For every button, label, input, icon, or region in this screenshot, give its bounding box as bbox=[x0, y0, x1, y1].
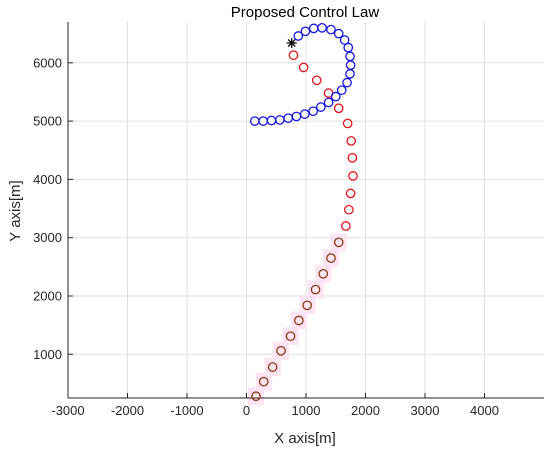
trail-patch bbox=[299, 296, 316, 315]
x-tick-label: 0 bbox=[243, 403, 250, 418]
y-tick-label: 4000 bbox=[33, 172, 62, 187]
data-point bbox=[326, 253, 336, 263]
data-point bbox=[342, 118, 353, 129]
data-point bbox=[285, 331, 296, 342]
trail-patch bbox=[273, 341, 290, 360]
data-point bbox=[276, 345, 286, 356]
data-point bbox=[308, 23, 319, 34]
data-point bbox=[345, 188, 356, 199]
x-tick-label: 2000 bbox=[351, 403, 380, 418]
data-point bbox=[333, 103, 344, 114]
y-tick-label: 3000 bbox=[33, 230, 62, 245]
data-point bbox=[317, 22, 327, 33]
trail-shading bbox=[248, 233, 347, 406]
grid bbox=[67, 22, 544, 398]
chart-title: Proposed Control Law bbox=[231, 4, 380, 21]
x-tick-label: 1000 bbox=[292, 403, 321, 418]
data-point bbox=[267, 362, 278, 372]
x-tick-label: 3000 bbox=[411, 403, 440, 418]
data-point bbox=[345, 51, 355, 62]
start-marker bbox=[286, 37, 297, 48]
data-point bbox=[346, 136, 357, 146]
data-point bbox=[345, 69, 355, 79]
y-tick-label: 6000 bbox=[33, 55, 62, 70]
data-point bbox=[339, 35, 350, 45]
x-axis-title: X axis[m] bbox=[274, 430, 336, 447]
data-point bbox=[348, 171, 358, 181]
trail-patch bbox=[307, 280, 324, 299]
y-axis-title: Y axis[m] bbox=[7, 180, 24, 241]
trail-patch bbox=[315, 264, 332, 283]
data-points bbox=[249, 22, 358, 402]
x-tick-label: -1000 bbox=[170, 403, 203, 418]
data-point bbox=[293, 31, 304, 41]
trail-patch bbox=[322, 249, 339, 268]
data-point bbox=[310, 284, 321, 295]
data-point bbox=[326, 24, 336, 35]
trail-patch bbox=[248, 387, 265, 406]
trail-patch bbox=[282, 327, 299, 346]
data-point bbox=[336, 85, 347, 96]
trail-patch bbox=[330, 233, 347, 252]
data-point bbox=[294, 315, 304, 326]
trail-patch bbox=[290, 311, 307, 330]
data-point bbox=[266, 115, 277, 126]
data-point bbox=[251, 391, 261, 402]
y-tick-label: 1000 bbox=[33, 347, 62, 362]
data-point bbox=[299, 109, 310, 119]
data-point bbox=[345, 60, 356, 70]
data-point bbox=[323, 97, 334, 108]
data-point bbox=[343, 204, 354, 215]
data-point bbox=[316, 102, 326, 112]
data-point bbox=[333, 28, 344, 39]
data-point bbox=[308, 106, 318, 117]
x-tick-label: -2000 bbox=[111, 403, 144, 418]
data-point bbox=[333, 237, 344, 248]
trail-patch bbox=[264, 358, 281, 377]
data-point bbox=[347, 152, 358, 163]
data-point bbox=[298, 62, 309, 73]
data-point bbox=[343, 42, 354, 53]
data-point bbox=[258, 376, 269, 387]
data-point bbox=[291, 111, 302, 122]
axes: -3000 -2000 -1000 0 1000 2000 3000 4000 1000 2000… bbox=[33, 22, 544, 418]
x-tick-label: 4000 bbox=[470, 403, 499, 418]
data-point bbox=[302, 300, 313, 311]
data-point bbox=[274, 115, 285, 125]
y-tick-label: 5000 bbox=[33, 114, 62, 129]
data-point bbox=[342, 77, 352, 88]
data-point bbox=[318, 268, 329, 279]
data-point bbox=[341, 221, 351, 231]
y-tick-label: 2000 bbox=[33, 288, 62, 303]
data-point bbox=[300, 26, 311, 37]
trail-patch bbox=[255, 372, 272, 391]
data-point bbox=[288, 50, 299, 61]
data-point bbox=[311, 75, 322, 86]
x-tick-label: -3000 bbox=[51, 403, 84, 418]
data-point bbox=[330, 91, 341, 102]
